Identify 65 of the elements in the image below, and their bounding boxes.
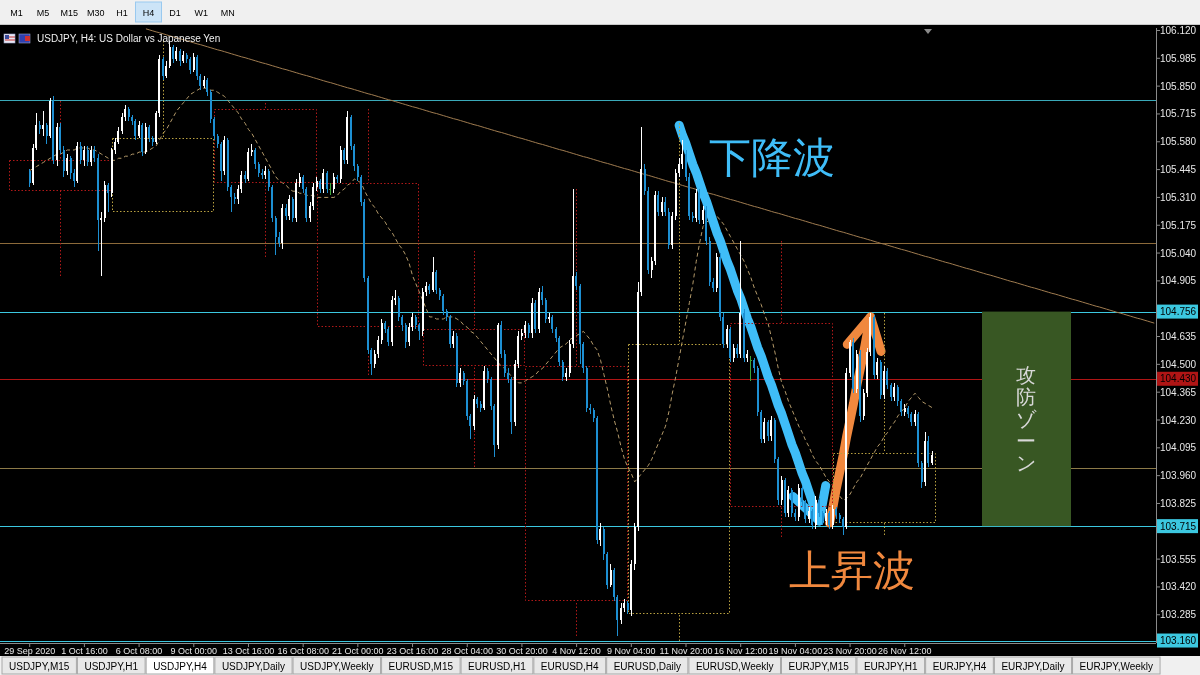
y-tick-label: 103.960	[1160, 470, 1197, 482]
tab: EURJPY,M15	[781, 656, 857, 675]
series-label: 上昇波	[788, 547, 915, 595]
y-tick-label: 105.985	[1160, 52, 1197, 64]
y-tick-label: 105.445	[1160, 164, 1197, 176]
y-tick-label: 105.040	[1160, 247, 1197, 259]
y-tick-label: 103.285	[1160, 609, 1197, 621]
tab: EURJPY,H1	[856, 656, 926, 675]
y-tick-label: 103.555	[1160, 553, 1197, 565]
tab: EURUSD,Daily	[606, 656, 689, 675]
label: MN	[220, 7, 235, 18]
tab: USDJPY,M15	[1, 656, 77, 675]
tab: EURUSD,Weekly	[688, 656, 781, 675]
y-tick-label: 105.175	[1160, 219, 1197, 231]
y-tick-label: 105.580	[1160, 136, 1197, 148]
y-tick-label: 105.715	[1160, 108, 1197, 120]
tab: USDJPY,H4	[145, 656, 215, 675]
tab: EURJPY,Weekly	[1072, 656, 1161, 675]
y-tick-label: 105.310	[1160, 191, 1197, 203]
label: M15	[60, 7, 79, 18]
y-tick-label: 103.420	[1160, 581, 1197, 593]
x-tick-label: 26 Nov 12:00	[877, 646, 932, 656]
label: M5	[36, 7, 50, 18]
y-tick-label: 104.635	[1160, 331, 1197, 343]
y-tick-label: 104.905	[1160, 275, 1197, 287]
x-tick-label: 9 Nov 04:00	[607, 646, 656, 656]
series-label: 下降波	[709, 134, 836, 182]
tab: EURUSD,M15	[381, 656, 461, 675]
tab: EURUSD,H1	[460, 656, 534, 675]
label: H1	[116, 7, 128, 18]
text: USDJPY, H4: US Dollar vs Japanese Yen	[37, 33, 221, 44]
label: W1	[194, 7, 209, 18]
button: H4	[135, 1, 162, 23]
tab: USDJPY,Weekly	[292, 656, 382, 675]
x-tick-label: 4 Nov 12:00	[552, 646, 601, 656]
x-tick-label: 19 Nov 04:00	[768, 646, 823, 656]
x-tick-label: 21 Oct 00:00	[332, 646, 384, 656]
tab: EURJPY,Daily	[993, 656, 1073, 675]
x-tick-label: 9 Oct 00:00	[170, 646, 218, 656]
label: M30	[86, 7, 105, 18]
x-tick-label: 29 Sep 2020	[4, 646, 56, 656]
tab: USDJPY,H1	[76, 656, 146, 675]
x-tick-label: 23 Oct 16:00	[386, 646, 439, 656]
y-tick-label: 104.230	[1160, 414, 1197, 426]
x-tick-label: 11 Nov 20:00	[659, 646, 713, 656]
y-tick-label: 105.850	[1160, 80, 1197, 92]
ref-label: 103.715	[1157, 519, 1198, 534]
x-tick-label: 30 Oct 20:00	[496, 646, 548, 656]
x-tick-label: 6 Oct 08:00	[115, 646, 163, 656]
x-tick-label: 16 Oct 08:00	[277, 646, 329, 656]
y-tick-label: 104.095	[1160, 442, 1197, 454]
x-tick-label: 23 Nov 20:00	[823, 646, 877, 656]
x-tick-label: 28 Oct 04:00	[441, 646, 494, 656]
y-tick-label: 104.365	[1160, 386, 1197, 398]
x-tick-label: 16 Nov 12:00	[713, 646, 768, 656]
label: D1	[169, 7, 181, 18]
label: M1	[10, 7, 23, 18]
x-tick-label: 1 Oct 16:00	[61, 646, 108, 656]
tab: EURJPY,H4	[925, 656, 994, 675]
tab: EURUSD,H4	[533, 656, 607, 675]
y-tick-label: 106.120	[1160, 24, 1197, 36]
y-tick-label: 104.500	[1160, 358, 1197, 370]
x-tick-label: 13 Oct 16:00	[222, 646, 275, 656]
tab: USDJPY,Daily	[214, 656, 293, 675]
y-tick-label: 103.825	[1160, 497, 1197, 509]
